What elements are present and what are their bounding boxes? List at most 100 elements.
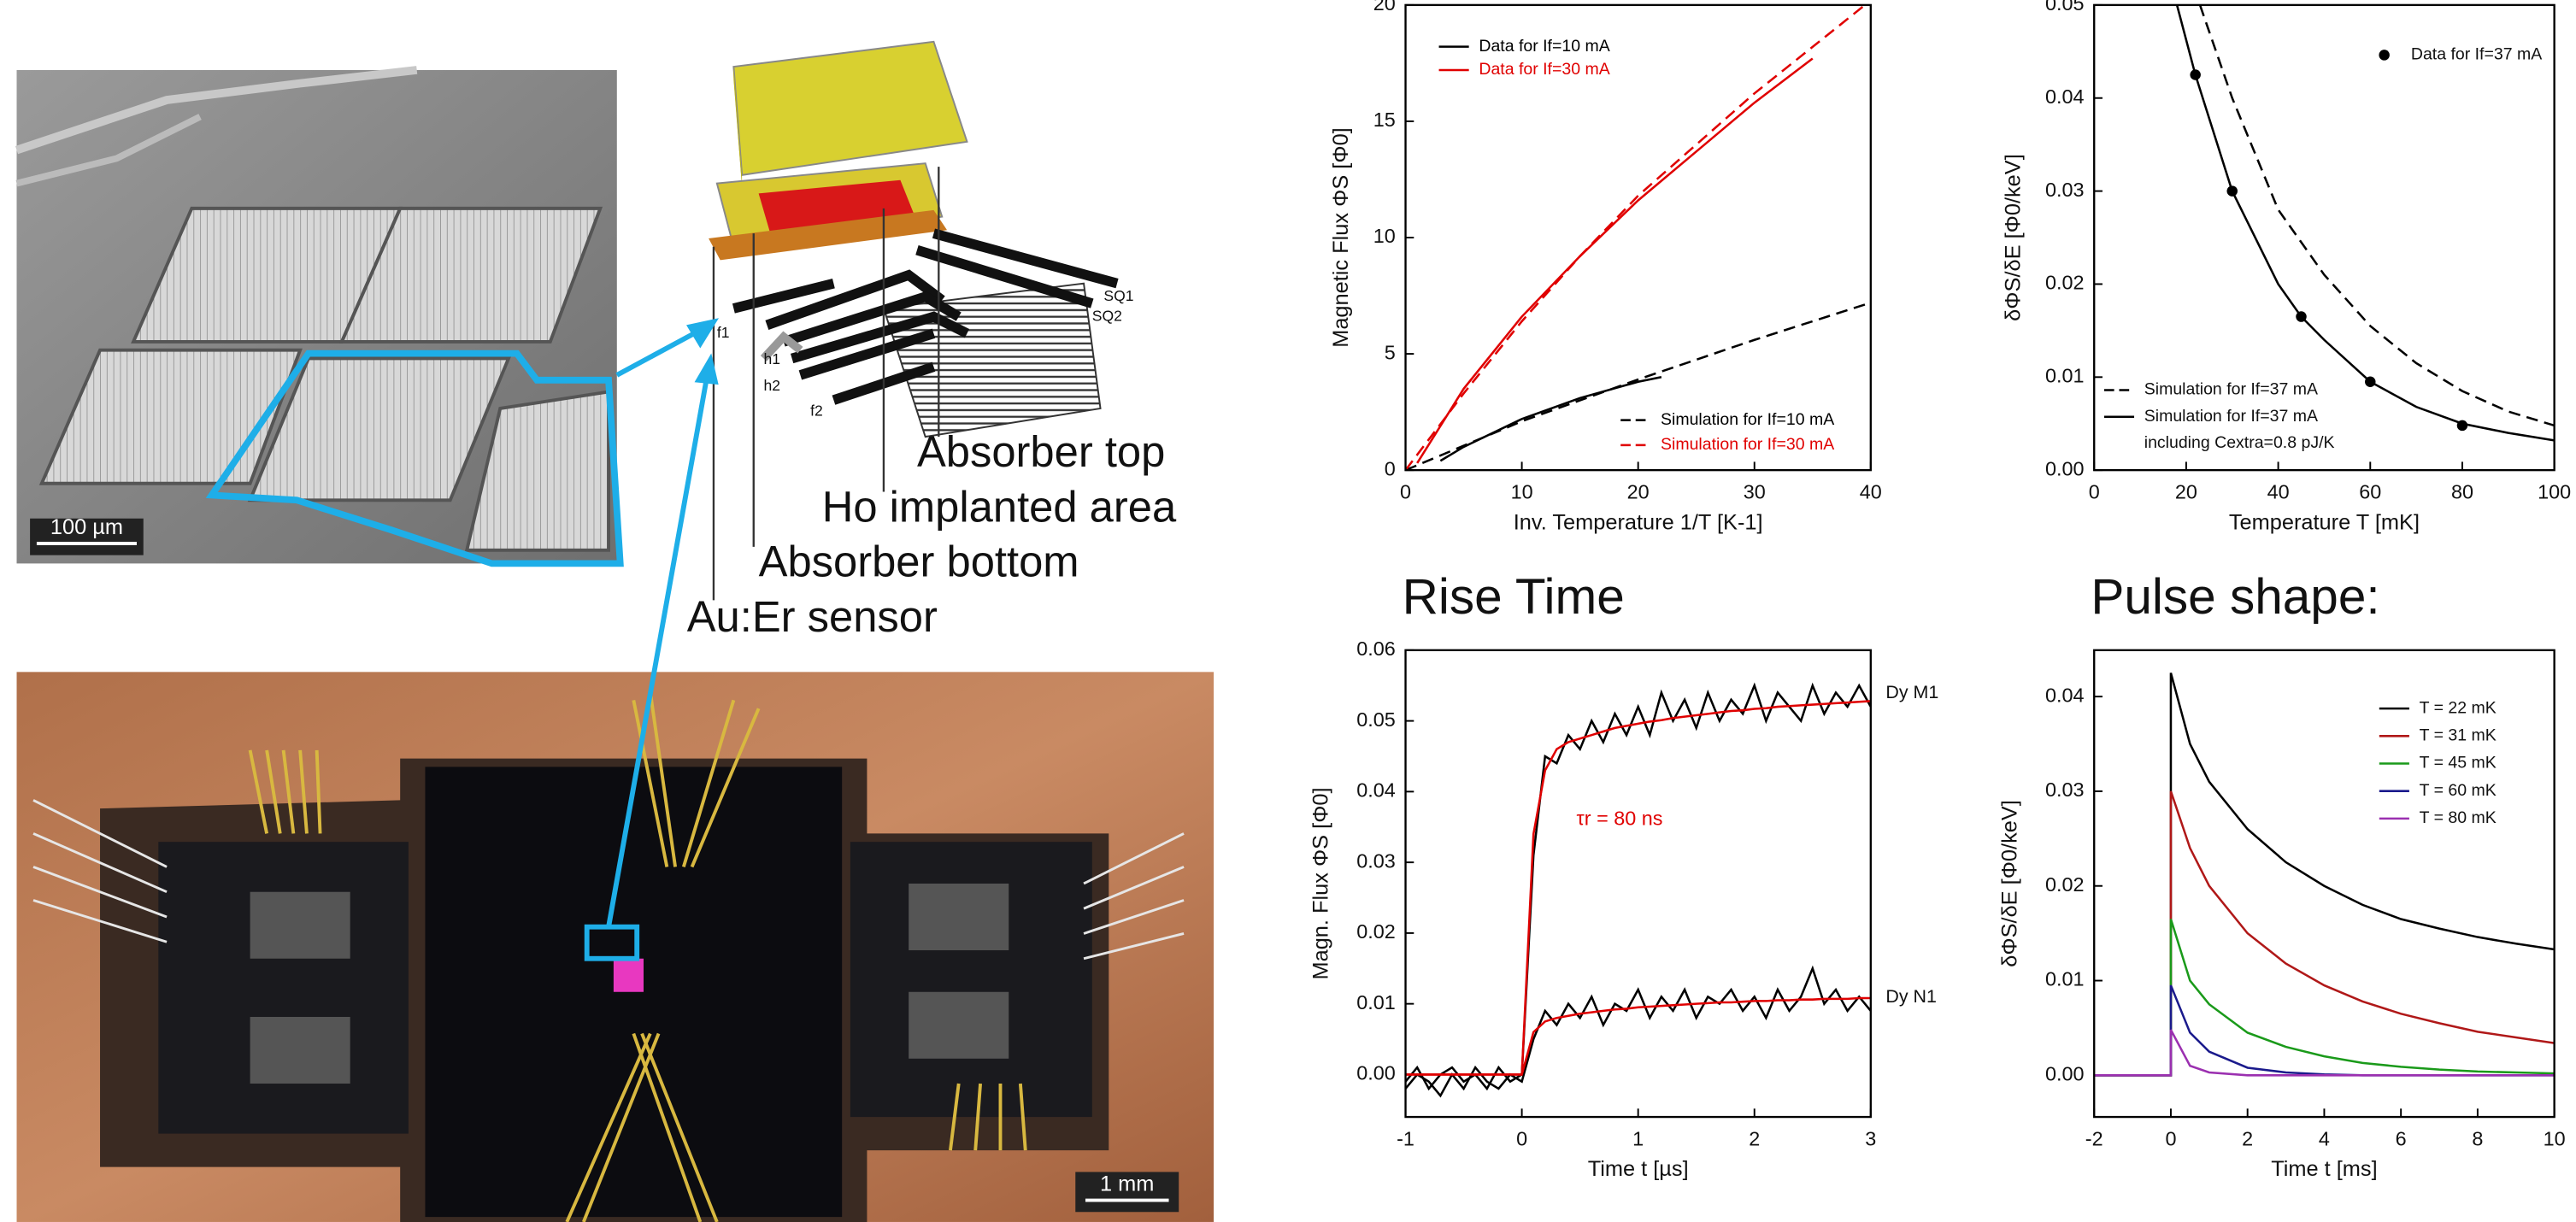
pin-label: f2 [810, 402, 823, 420]
chart-title: Rise Time [1403, 569, 1625, 625]
x-tick-label: 20 [2175, 481, 2197, 503]
series-line [2177, 5, 2555, 440]
x-tick-label: 0 [1516, 1128, 1527, 1150]
series-line [2094, 791, 2554, 1075]
series-line [1406, 0, 1871, 470]
chart: Rise Time -1 0 1 2 3 0.00 0.01 0.02 0.03 0.04 0.05 0… [1309, 569, 1939, 1181]
y-tick-label: 0.00 [2045, 457, 2085, 479]
x-tick-label: 3 [1865, 1128, 1876, 1150]
y-axis-label: δΦS/δE [Φ0/keV] [1997, 800, 2021, 967]
y-tick-label: 0.02 [1356, 920, 1396, 943]
x-tick-label: 8 [2472, 1128, 2483, 1150]
diagram-label: Absorber top [917, 427, 1165, 476]
y-tick-label: 0.01 [2045, 968, 2085, 990]
pin-label: SQ1 [1103, 287, 1133, 304]
series-line [1406, 968, 1871, 1096]
x-tick-label: 10 [2544, 1128, 2566, 1150]
legend-label: T = 45 mK [2420, 754, 2497, 773]
plot-area [1406, 685, 1871, 1096]
x-tick-label: -2 [2085, 1128, 2103, 1150]
y-tick-label: 20 [1373, 0, 1396, 15]
x-tick-label: 20 [1627, 481, 1650, 503]
y-tick-label: 0.04 [1356, 779, 1396, 802]
y-tick-label: 0 [1385, 457, 1396, 479]
legend-marker [2379, 50, 2389, 60]
legend-label: Data for If=30 mA [1479, 60, 1609, 79]
x-tick-label: 1 [1632, 1128, 1644, 1150]
y-tick-label: 0.04 [2045, 85, 2085, 108]
diagram-label: Ho implanted area [822, 482, 1177, 531]
y-tick-label: 0.03 [2045, 778, 2085, 801]
x-tick-label: -1 [1397, 1128, 1414, 1150]
x-tick-label: 0 [1400, 481, 1411, 503]
y-tick-label: 10 [1373, 225, 1396, 247]
series-label: Dy N1 [1885, 986, 1937, 1007]
page: 100 µm f1 h1 h2 f2 SQ1 SQ2 Absorber top … [0, 0, 2576, 1222]
x-tick-label: 100 [2538, 481, 2571, 503]
plot-frame [1406, 5, 1871, 470]
x-axis-label: Time t [ms] [2271, 1157, 2377, 1181]
y-tick-label: 0.06 [1356, 637, 1396, 660]
x-tick-label: 2 [1749, 1128, 1760, 1150]
series-line [2094, 985, 2554, 1075]
x-tick-label: 0 [2165, 1128, 2176, 1150]
plot-area [2177, 5, 2555, 440]
scale-label: 100 µm [50, 515, 123, 539]
y-tick-label: 5 [1385, 341, 1396, 363]
y-tick-label: 0.02 [2045, 873, 2085, 896]
legend-label: Simulation for If=37 mA [2144, 380, 2318, 399]
y-tick-label: 0.03 [2045, 179, 2085, 201]
chart-title: Pulse shape: [2091, 569, 2379, 625]
x-tick-label: 10 [1511, 481, 1533, 503]
y-tick-label: 0.00 [1356, 1062, 1396, 1084]
y-tick-label: 0.03 [1356, 849, 1396, 872]
plot-area [1406, 0, 1871, 470]
y-tick-label: 0.01 [2045, 364, 2085, 386]
chart: 0 10 20 30 40 0 5 10 15 20 Inv. Temperature 1/T [K… [1329, 0, 1882, 534]
diagram-label: Au:Er sensor [687, 592, 938, 641]
y-axis-label: Magn. Flux ΦS [Φ0] [1309, 787, 1333, 979]
legend-label: Data for If=37 mA [2411, 45, 2542, 64]
x-tick-label: 6 [2396, 1128, 2407, 1150]
series-line [1406, 998, 1871, 1074]
x-tick-label: 0 [2089, 481, 2100, 503]
legend-label: T = 60 mK [2420, 781, 2497, 800]
x-axis-label: Time t [µs] [1588, 1157, 1689, 1181]
x-tick-label: 60 [2359, 481, 2381, 503]
x-tick-label: 40 [1860, 481, 1882, 503]
legend-label: Simulation for If=37 mA [2144, 407, 2318, 426]
series-line [1406, 685, 1871, 1089]
y-tick-label: 15 [1373, 109, 1396, 131]
x-axis-label: Inv. Temperature 1/T [K-1] [1514, 510, 1763, 534]
legend-label: Simulation for If=30 mA [1661, 435, 1834, 454]
series-line [1440, 377, 1661, 461]
scale-label: 1 mm [1100, 1172, 1154, 1196]
annotation: τr = 80 ns [1577, 808, 1663, 830]
y-tick-label: 0.05 [2045, 0, 2085, 15]
x-tick-label: 2 [2242, 1128, 2253, 1150]
y-tick-label: 0.04 [2045, 684, 2085, 706]
legend-label: Simulation for If=10 mA [1661, 410, 1834, 429]
pin-label: f1 [717, 324, 730, 341]
pin-label: SQ2 [1092, 307, 1122, 324]
series-line [2094, 1030, 2554, 1075]
series-label: Dy M1 [1885, 682, 1938, 702]
y-tick-label: 0.05 [1356, 708, 1396, 731]
legend-label: Data for If=10 mA [1479, 37, 1609, 56]
annotation: including Cextra=0.8 pJ/K [2144, 433, 2335, 452]
diagram-label: Absorber bottom [759, 538, 1079, 586]
y-tick-label: 0.02 [2045, 272, 2085, 294]
y-tick-label: 0.00 [2045, 1063, 2085, 1085]
y-tick-label: 0.01 [1356, 991, 1396, 1013]
detector-diagram: f1 h1 h2 f2 SQ1 SQ2 Absorber top Ho impl… [687, 42, 1177, 641]
legend-label: T = 31 mK [2420, 726, 2497, 744]
legend-label: T = 22 mK [2420, 698, 2497, 717]
x-axis-label: Temperature T [mK] [2229, 510, 2420, 534]
legend-label: T = 80 mK [2420, 808, 2497, 827]
series-line [1417, 58, 1813, 463]
x-tick-label: 30 [1744, 481, 1766, 503]
series-line [1406, 701, 1871, 1074]
y-axis-label: Magnetic Flux ΦS [Φ0] [1329, 127, 1353, 348]
